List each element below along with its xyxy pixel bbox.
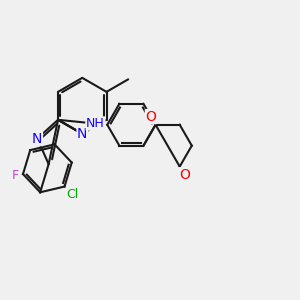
- Text: F: F: [11, 169, 19, 182]
- Text: O: O: [146, 110, 156, 124]
- Text: N: N: [32, 131, 43, 146]
- Text: N: N: [77, 127, 88, 141]
- Text: Cl: Cl: [66, 188, 78, 201]
- Text: O: O: [179, 168, 190, 182]
- Text: NH: NH: [86, 117, 105, 130]
